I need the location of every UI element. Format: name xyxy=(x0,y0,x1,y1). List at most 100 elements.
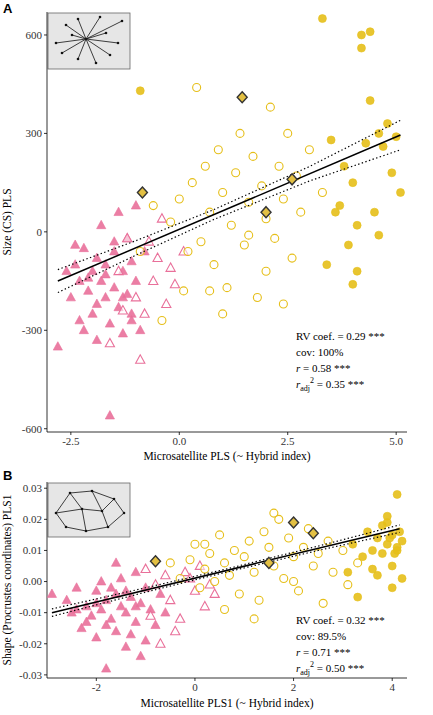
triangle-point xyxy=(149,276,158,284)
triangle-point xyxy=(121,642,130,650)
circle-point xyxy=(149,202,157,210)
triangle-point xyxy=(171,626,180,634)
triangle-point xyxy=(151,620,160,628)
circle-point xyxy=(344,568,352,576)
diamond-point xyxy=(261,207,271,218)
y-tick xyxy=(44,550,47,551)
circle-point xyxy=(191,540,199,548)
circle-point xyxy=(366,28,374,36)
annotation-part: = 0.58 *** xyxy=(300,362,350,374)
circle-point xyxy=(383,518,391,526)
inset-line xyxy=(86,527,108,531)
circle-point xyxy=(388,169,396,177)
annotation-part: = 0.35 *** xyxy=(314,378,364,390)
circle-point xyxy=(166,559,174,567)
annotation: cov: 89.5% xyxy=(296,630,346,642)
y-tick-label: 600 xyxy=(26,29,43,41)
circle-point xyxy=(206,287,214,295)
diamond-point xyxy=(137,187,147,198)
triangle-point xyxy=(116,573,125,581)
x-tick-label: 5.0 xyxy=(389,435,403,447)
circle-point xyxy=(196,584,204,592)
y-tick-label: -0.01 xyxy=(19,606,42,618)
x-axis-line xyxy=(47,678,407,679)
circle-point xyxy=(359,553,367,561)
circle-point xyxy=(309,562,317,570)
y-tick-label: -600 xyxy=(22,423,43,435)
circle-point xyxy=(388,562,396,570)
circle-point xyxy=(175,195,183,203)
plot-area xyxy=(53,15,404,419)
triangle-point xyxy=(161,570,170,578)
circle-point xyxy=(370,208,378,216)
circle-point xyxy=(219,310,227,318)
circle-point xyxy=(398,574,406,582)
x-tick-label: 2.5 xyxy=(281,435,295,447)
inset-dot xyxy=(107,526,110,529)
y-tick-label: 0.02 xyxy=(23,513,42,525)
triangle-point xyxy=(75,315,84,323)
inset-line xyxy=(82,509,86,531)
circle-point xyxy=(279,300,287,308)
triangle-point xyxy=(153,253,162,261)
circle-point xyxy=(319,599,327,607)
x-axis-label: Microsatellite PLS1 (~ Hybrid index) xyxy=(141,697,314,710)
inset-dot xyxy=(109,54,112,57)
plot-area xyxy=(47,490,406,672)
triangle-point xyxy=(121,608,130,616)
circle-point xyxy=(223,284,231,292)
triangle-point xyxy=(161,608,170,616)
triangle-point xyxy=(141,564,150,572)
triangle-point xyxy=(79,243,88,251)
x-tick-label: 0 xyxy=(192,681,198,693)
triangle-point xyxy=(146,611,155,619)
confidence-line xyxy=(52,532,400,616)
x-tick-label: 4 xyxy=(389,681,395,693)
annotation: r = 0.58 *** xyxy=(296,362,351,374)
inset-dot xyxy=(65,526,68,529)
diamond-point xyxy=(289,517,299,528)
regression-line xyxy=(58,135,401,281)
triangle-point xyxy=(136,651,145,659)
circle-point xyxy=(368,546,376,554)
inset-dot xyxy=(91,490,94,493)
circle-point xyxy=(353,267,361,275)
diamond-point xyxy=(287,174,297,185)
inset-line xyxy=(86,21,122,39)
triangle-point xyxy=(166,595,175,603)
circle-point xyxy=(245,231,253,239)
circle-point xyxy=(236,129,244,137)
circle-point xyxy=(318,15,326,23)
circle-point xyxy=(297,208,305,216)
y-tick-label: -300 xyxy=(22,324,43,336)
y-tick xyxy=(44,231,47,232)
triangle-point xyxy=(200,601,209,609)
annotation-part: = 0.50 *** xyxy=(314,662,364,674)
circle-point xyxy=(288,254,296,262)
x-tick-label: 2 xyxy=(291,681,297,693)
circle-point xyxy=(221,606,229,614)
inset-line xyxy=(108,513,124,527)
circle-point xyxy=(167,218,175,226)
circle-point xyxy=(240,241,248,249)
circle-point xyxy=(305,146,313,154)
circle-point xyxy=(357,44,365,52)
inset-box xyxy=(48,13,130,69)
triangle-point xyxy=(92,335,101,343)
triangle-point xyxy=(140,309,149,317)
annotation-part: = 0.71 *** xyxy=(300,646,350,658)
triangle-point xyxy=(126,629,135,637)
inset-dot xyxy=(99,16,102,19)
circle-point xyxy=(378,550,386,558)
triangle-point xyxy=(136,355,145,363)
triangle-point xyxy=(105,338,114,346)
triangle-point xyxy=(101,292,110,300)
circle-point xyxy=(339,546,347,554)
regression-line xyxy=(52,529,400,613)
circle-point xyxy=(206,550,214,558)
y-tick xyxy=(44,612,47,613)
circle-point xyxy=(225,571,233,579)
inset-line xyxy=(102,511,108,527)
triangle-point xyxy=(53,342,62,350)
inset-dot xyxy=(61,52,64,55)
